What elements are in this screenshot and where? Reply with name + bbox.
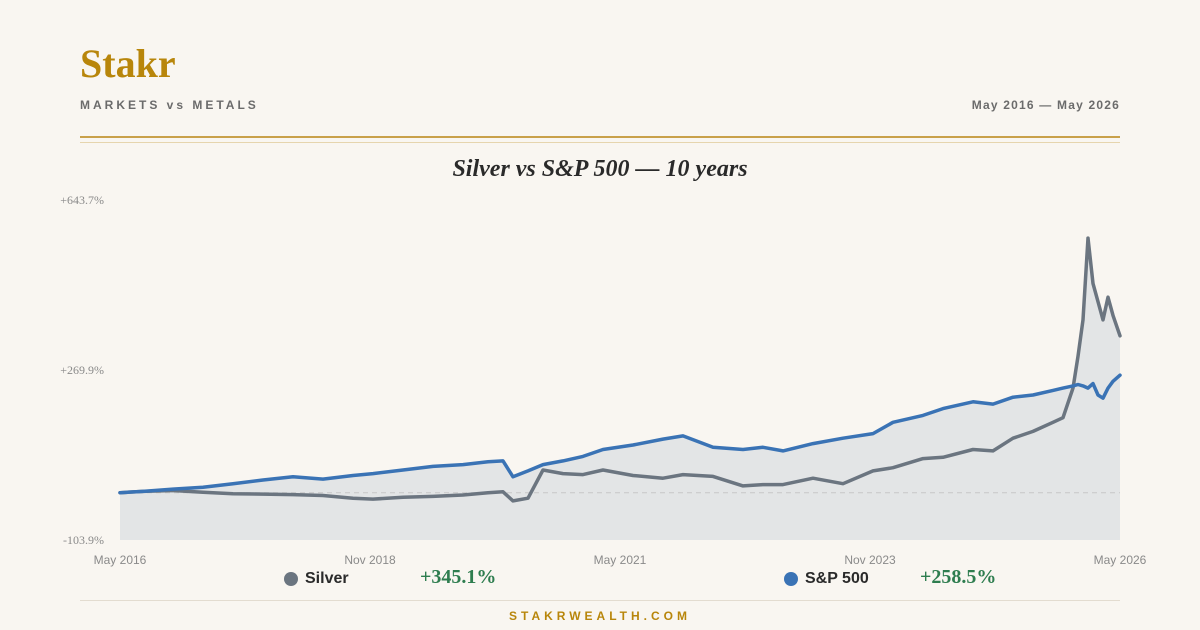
footer-divider — [80, 600, 1120, 601]
brand-logo: Stakr — [80, 41, 176, 86]
chart-title: Silver vs S&P 500 — 10 years — [452, 156, 748, 182]
legend-sp500-dot — [784, 572, 798, 586]
chart-area-fill — [120, 238, 1120, 540]
legend-sp500-return: +258.5% — [920, 566, 997, 588]
legend-silver-label: Silver — [305, 570, 349, 587]
header-divider — [80, 136, 1120, 138]
x-tick-label: May 2016 — [94, 553, 147, 567]
legend-sp500-label: S&P 500 — [805, 570, 869, 587]
x-tick-label: Nov 2023 — [844, 553, 896, 567]
footer-url: STAKRWEALTH.COM — [509, 609, 691, 623]
page-subtitle: MARKETS vs METALS — [80, 98, 259, 112]
x-tick-label: May 2021 — [594, 553, 647, 567]
y-tick-label: -103.9% — [63, 533, 104, 547]
date-range: May 2016 — May 2026 — [971, 98, 1120, 112]
legend-silver-dot — [284, 572, 298, 586]
x-tick-label: May 2026 — [1094, 553, 1147, 567]
silver-line — [118, 236, 1122, 503]
sp500-line — [118, 373, 1122, 495]
y-tick-label: +269.9% — [60, 363, 104, 377]
y-tick-label: +643.7% — [60, 193, 104, 207]
legend-silver-return: +345.1% — [420, 566, 497, 588]
x-tick-label: Nov 2018 — [344, 553, 396, 567]
header-divider-thin — [80, 142, 1120, 143]
